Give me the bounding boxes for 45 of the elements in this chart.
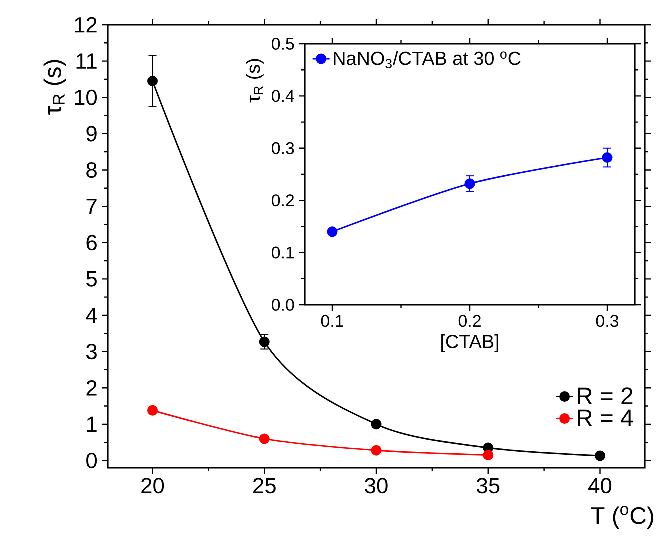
y-tick-label: 6 <box>86 235 97 251</box>
point <box>148 405 158 416</box>
point <box>595 450 606 462</box>
y-tick-label: 3 <box>86 344 97 360</box>
x-tick-label: 20 <box>142 478 164 494</box>
y-axis-title: τ$_{R}$ (s) <box>246 59 264 103</box>
y-tick-label: 0.4 <box>272 90 294 102</box>
x-axis-title: [CTAB] <box>442 334 498 352</box>
x-tick-label: 0.1 <box>321 315 344 328</box>
y-tick-label: 0.5 <box>272 38 294 50</box>
x-tick-label: 40 <box>588 478 612 494</box>
y-tick-label: 5 <box>86 272 97 287</box>
x-tick-label: 25 <box>254 478 276 494</box>
y-tick-label: 7 <box>86 199 97 214</box>
point <box>259 434 270 444</box>
legend-label: R = 2 <box>578 388 633 404</box>
point <box>327 226 338 238</box>
point <box>371 419 382 430</box>
legend-label: NaNO$_{3}$/CTAB at 30 $^{o}$C <box>334 51 521 69</box>
point <box>483 450 494 461</box>
point <box>371 445 382 456</box>
y-tick-label: 1 <box>87 416 97 432</box>
y-tick-label: 8 <box>86 162 97 178</box>
x-tick-label: 0.3 <box>596 315 619 328</box>
y-tick-label: 0.3 <box>272 142 294 154</box>
y-tick-label: 10 <box>75 90 98 106</box>
y-tick-label: 0 <box>86 452 98 468</box>
y-tick-label: 11 <box>76 54 97 69</box>
y-tick-label: 0.0 <box>272 299 294 311</box>
point <box>259 336 270 348</box>
x-axis-title: T ($^{o}$C) <box>591 506 654 530</box>
x-tick-label: 30 <box>365 478 388 494</box>
y-tick-label: 0.2 <box>272 194 294 207</box>
point <box>602 152 613 164</box>
y-tick-label: 2 <box>86 380 97 396</box>
legend-label: R = 4 <box>578 410 634 426</box>
x-tick-label: 35 <box>477 478 500 494</box>
point <box>464 178 476 190</box>
y-tick-label: 0.1 <box>272 246 294 259</box>
y-axis-title: τ$_{R}$ (s) <box>44 60 66 115</box>
x-tick-label: 0.2 <box>458 315 481 328</box>
point <box>148 76 158 87</box>
y-tick-label: 12 <box>75 17 97 33</box>
y-tick-label: 9 <box>86 126 97 142</box>
y-tick-label: 4 <box>86 308 98 324</box>
